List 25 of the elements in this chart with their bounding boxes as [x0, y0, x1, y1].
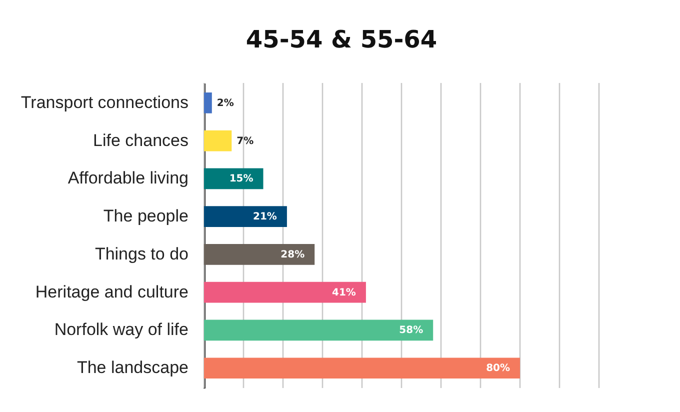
data-label: 7%	[236, 136, 254, 147]
bar	[204, 282, 366, 303]
chart-title: 45-54 & 55-64	[246, 25, 438, 54]
bar	[204, 320, 434, 341]
bar	[204, 92, 212, 114]
bar	[204, 130, 232, 152]
bar	[204, 244, 315, 265]
data-label: 58%	[399, 325, 424, 336]
y-tick-label: Things to do	[94, 244, 188, 264]
data-label: 28%	[280, 249, 305, 260]
y-tick-label: The landscape	[76, 358, 188, 378]
y-tick-label: Transport connections	[20, 92, 188, 112]
data-label: 80%	[486, 363, 510, 374]
y-tick-label: Affordable living	[68, 168, 188, 188]
y-tick-label: Norfolk way of life	[54, 320, 188, 340]
data-label: 41%	[332, 287, 356, 298]
y-tick-label: Life chances	[93, 130, 188, 150]
data-label: 21%	[253, 212, 277, 223]
bar	[204, 168, 264, 190]
y-tick-label: Heritage and culture	[35, 282, 188, 302]
y-tick-label: The people	[103, 206, 188, 226]
bar	[204, 206, 287, 227]
data-label: 2%	[216, 98, 234, 109]
data-label: 15%	[229, 174, 254, 185]
bar	[204, 358, 520, 379]
